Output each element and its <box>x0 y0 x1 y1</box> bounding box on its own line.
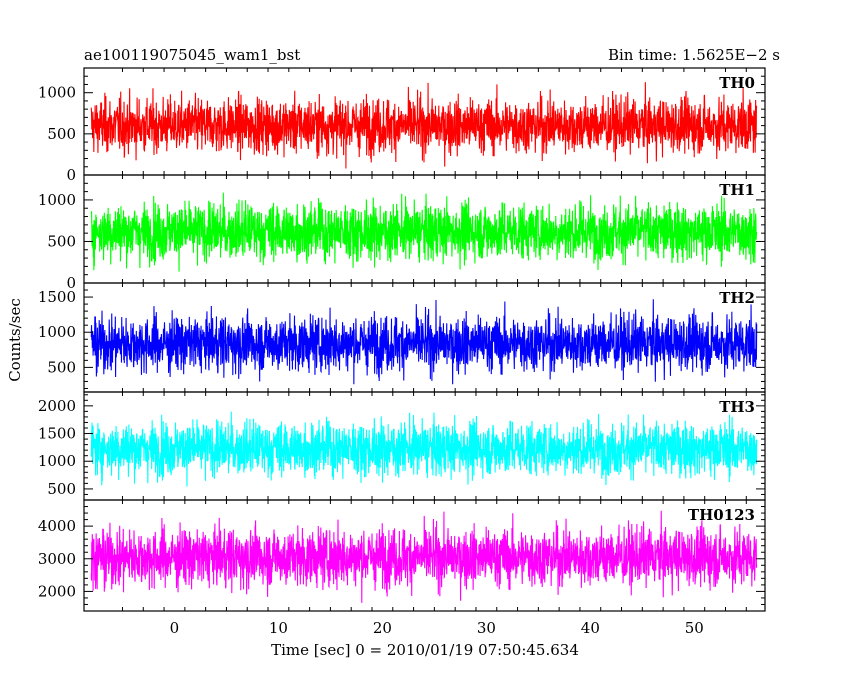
y-tick-label: 1000 <box>38 191 76 209</box>
y-tick-label: 500 <box>47 358 76 376</box>
y-tick-label: 1500 <box>38 288 76 306</box>
series-th0123-line <box>90 510 758 603</box>
x-tick-label: 20 <box>373 619 392 637</box>
y-tick-label: 1000 <box>38 452 76 470</box>
series-label-th0: TH0 <box>719 74 755 92</box>
bin-time-label: Bin time: 1.5625E−2 s <box>608 46 780 64</box>
y-tick-label: 500 <box>47 480 76 498</box>
panel-th2: 500 1000 1500 TH2 <box>38 282 766 393</box>
y-tick-label: 3000 <box>38 550 76 568</box>
x-tick-label: 30 <box>477 619 496 637</box>
series-th1-line <box>90 192 758 272</box>
series-label-th2: TH2 <box>719 289 755 307</box>
y-tick-label: 1500 <box>38 425 76 443</box>
y-tick-label: 0 <box>66 274 76 292</box>
panel-th0: 0 500 1000 TH0 <box>38 67 766 184</box>
series-label-th0123: TH0123 <box>688 506 755 524</box>
y-tick-label: 1000 <box>38 323 76 341</box>
panel-th1: 0 500 1000 TH1 <box>38 174 766 292</box>
y-tick-label: 500 <box>47 232 76 250</box>
chart-title: ae100119075045_wam1_bst <box>84 46 300 64</box>
series-label-th1: TH1 <box>719 181 755 199</box>
x-axis-label: Time [sec] 0 = 2010/01/19 07:50:45.634 <box>271 641 579 659</box>
panel-frame <box>83 499 766 612</box>
y-tick-label: 0 <box>66 166 76 184</box>
series-label-th3: TH3 <box>719 398 755 416</box>
x-tick-label: 0 <box>170 619 180 637</box>
x-tick-label: 50 <box>685 619 704 637</box>
y-tick-label: 2000 <box>38 397 76 415</box>
x-tick-label: 40 <box>581 619 600 637</box>
panel-th0123: 2000 3000 4000 TH0123 <box>38 499 766 612</box>
y-tick-label: 500 <box>47 125 76 143</box>
y-axis-label: Counts/sec <box>6 298 24 382</box>
y-tick-label: 1000 <box>38 84 76 102</box>
series-th0-line <box>90 82 758 169</box>
series-th2-line <box>90 299 758 385</box>
x-tick-label: 10 <box>269 619 288 637</box>
y-tick-label: 2000 <box>38 582 76 600</box>
series-th3-line <box>90 411 758 487</box>
panel-th3: 500 1000 1500 2000 TH3 <box>38 391 766 501</box>
y-tick-label: 4000 <box>38 517 76 535</box>
